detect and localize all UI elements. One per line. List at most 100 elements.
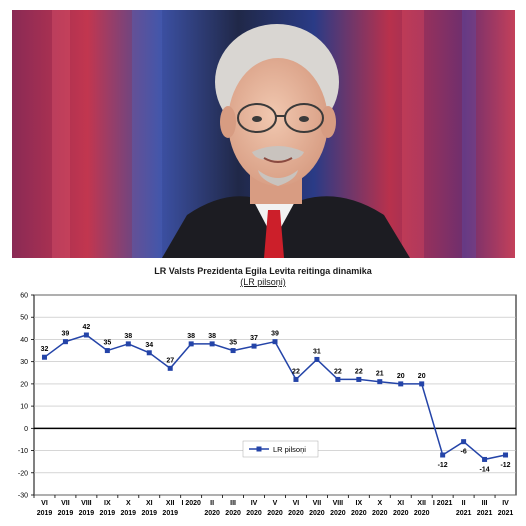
x-tick-label: XII	[166, 500, 175, 507]
data-point	[440, 452, 446, 458]
data-label: 32	[41, 346, 49, 353]
data-point	[230, 348, 236, 354]
data-label: 42	[82, 324, 90, 331]
data-point	[377, 379, 383, 385]
data-label: 39	[271, 331, 279, 338]
data-label: -14	[480, 466, 490, 473]
x-tick-label-year: 2019	[79, 510, 95, 517]
data-point	[398, 381, 404, 387]
x-tick-label: XII	[417, 500, 426, 507]
data-label: -6	[460, 449, 466, 456]
data-label: 20	[418, 373, 426, 380]
x-tick-label: VIII	[333, 500, 344, 507]
data-label: 39	[62, 331, 70, 338]
x-tick-label: VI	[293, 500, 300, 507]
x-tick-label-year: 2021	[477, 510, 493, 517]
data-label: -12	[438, 462, 448, 469]
x-tick-label: X	[126, 500, 131, 507]
x-tick-label-year: 2019	[121, 510, 137, 517]
x-tick-label: I 2021	[433, 500, 453, 507]
data-point	[83, 332, 89, 338]
data-label: -12	[500, 462, 510, 469]
x-tick-label-year: 2020	[414, 510, 430, 517]
data-point	[503, 452, 509, 458]
data-label: 27	[166, 357, 174, 364]
data-label: 35	[103, 340, 111, 347]
y-tick-label: 50	[20, 315, 28, 322]
portrait-photo	[12, 10, 515, 258]
data-point	[251, 343, 257, 349]
data-point	[272, 339, 278, 345]
data-point	[104, 348, 110, 354]
data-point	[146, 350, 152, 356]
x-tick-label-year: 2020	[393, 510, 409, 517]
x-tick-label-year: 2021	[498, 510, 514, 517]
x-tick-label: V	[273, 500, 278, 507]
y-tick-label: -30	[18, 493, 28, 500]
x-tick-label: III	[230, 500, 236, 507]
portrait-icon	[12, 10, 515, 258]
x-tick-label-year: 2020	[267, 510, 283, 517]
x-tick-label: VIII	[81, 500, 92, 507]
x-tick-label-year: 2020	[351, 510, 367, 517]
x-tick-label: II	[210, 500, 214, 507]
data-point	[335, 376, 341, 382]
data-label: 35	[229, 340, 237, 347]
data-label: 21	[376, 371, 384, 378]
data-label: 38	[124, 333, 132, 340]
data-point	[209, 341, 215, 347]
x-tick-label: XI	[146, 500, 153, 507]
x-tick-label: VI	[41, 500, 48, 507]
data-label: 31	[313, 348, 321, 355]
data-point	[314, 356, 320, 362]
x-tick-label-year: 2019	[100, 510, 116, 517]
x-tick-label: II	[462, 500, 466, 507]
y-tick-label: -20	[18, 470, 28, 477]
x-tick-label: X	[377, 500, 382, 507]
data-point	[62, 339, 68, 345]
data-point	[461, 439, 467, 445]
x-tick-label-year: 2019	[141, 510, 157, 517]
x-tick-label-year: 2020	[225, 510, 241, 517]
x-tick-label: IX	[104, 500, 111, 507]
data-point	[419, 381, 425, 387]
chart-subtitle: (LR pilsoņi)	[240, 277, 286, 287]
y-tick-label: 20	[20, 381, 28, 388]
data-point	[167, 365, 173, 371]
data-label: 37	[250, 335, 258, 342]
legend-marker	[256, 446, 262, 452]
y-tick-label: -10	[18, 448, 28, 455]
gridlines	[31, 294, 516, 498]
x-tick-label-year: 2020	[246, 510, 262, 517]
y-tick-label: 60	[20, 293, 28, 300]
x-tick-label-year: 2020	[309, 510, 325, 517]
x-tick-label: IV	[251, 500, 258, 507]
x-tick-label: XI	[397, 500, 404, 507]
y-tick-label: 40	[20, 337, 28, 344]
data-label: 22	[355, 368, 363, 375]
data-point	[293, 376, 299, 382]
y-tick-labels: -30 -20 -10 0 10 20 30 40 50 60	[18, 293, 28, 500]
data-point	[125, 341, 131, 347]
series-markers	[41, 332, 509, 462]
data-label: 20	[397, 373, 405, 380]
y-tick-label: 10	[20, 404, 28, 411]
x-tick-label-year: 2020	[330, 510, 346, 517]
y-tick-label: 0	[24, 426, 28, 433]
data-point	[41, 354, 47, 360]
data-point	[356, 376, 362, 382]
data-label: 34	[145, 342, 153, 349]
x-tick-labels: VI2019VII2019VIII2019IX2019X2019XI2019XI…	[37, 500, 514, 517]
x-tick-label: I 2020	[181, 500, 201, 507]
data-point	[482, 456, 488, 462]
x-tick-label: III	[482, 500, 488, 507]
data-label: 38	[187, 333, 195, 340]
chart-title: LR Valsts Prezidenta Egila Levita reitin…	[154, 266, 372, 276]
x-tick-label-year: 2019	[37, 510, 53, 517]
data-labels: 32 39 42 35 38 34 27 38 38 35 37 39 22 31 22 22 21 20 20 -1…	[41, 324, 511, 473]
x-tick-label-year: 2020	[372, 510, 388, 517]
x-tick-label: VII	[313, 500, 322, 507]
x-tick-label: VII	[61, 500, 70, 507]
data-label: 38	[208, 333, 216, 340]
